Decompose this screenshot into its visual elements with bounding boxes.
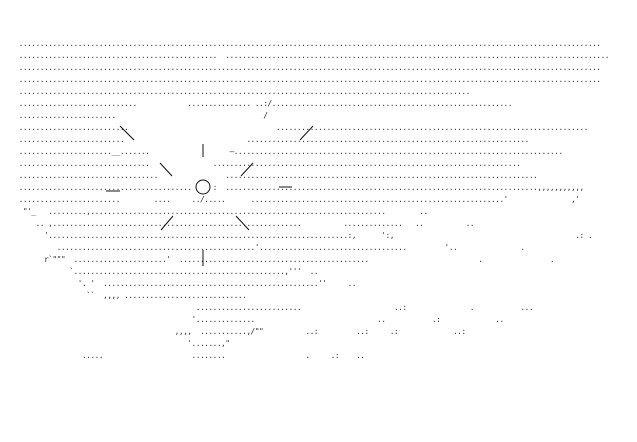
ascii-art-line: '.............. .. .: .. — [6, 315, 505, 324]
ascii-art-line: `` ,,,, ............................. — [6, 291, 247, 300]
ascii-art-line: '.......................................… — [6, 231, 593, 240]
ascii-art-line: ................................. ......… — [6, 171, 538, 180]
ascii-art-line: ,,,, ...........,/"" ..: ..: .: ..: — [6, 327, 467, 336]
ascii-art-line: "'_ .........,..........................… — [6, 207, 428, 216]
ascii-art-line: .. ,....................................… — [6, 219, 475, 228]
ascii-art-line: ........................................… — [6, 75, 601, 84]
ascii-art-line: ........................................… — [6, 39, 601, 48]
ascii-art-text: ........................................… — [6, 38, 631, 434]
ascii-art-line: ........................ .... ../..... .… — [6, 195, 580, 204]
ascii-art-line: ........................................… — [6, 243, 526, 252]
sun-ray-top-left — [159, 162, 173, 177]
sun-ray-far-top-right — [299, 125, 314, 141]
sun-ray-top-right — [240, 162, 254, 177]
ascii-art-line: '. ' ...................................… — [6, 279, 357, 288]
ascii-art-line: ........................................… — [6, 87, 471, 96]
sun-core-circle — [195, 179, 211, 195]
ascii-art-line: ......................__....... —.......… — [6, 147, 564, 156]
ascii-art-line: ........................................… — [6, 63, 601, 72]
ascii-art-line: ........................................… — [6, 183, 585, 192]
ascii-art-line: ......................... ..: . ... — [6, 303, 534, 312]
ascii-art-line: r`""" ......................' ..........… — [6, 255, 555, 264]
ascii-art-line: `.......................................… — [6, 267, 319, 276]
ascii-art-line: ......................... ..............… — [6, 135, 530, 144]
ascii-art-line: ....................... / — [6, 111, 268, 120]
ascii-art-line: ........................................… — [6, 51, 610, 60]
ascii-art-line: ............................ ...........… — [6, 99, 513, 108]
ascii-art-line: '.......," — [6, 339, 230, 348]
sun-ray-far-top-left — [119, 125, 135, 141]
ascii-art-line: ..... ........ . .: .. — [6, 351, 365, 360]
sun-ray-bottom-right — [235, 215, 250, 231]
sun-ray-bottom-left — [160, 215, 174, 231]
ascii-art-line: .......................... .............… — [6, 123, 589, 132]
ascii-art-line: ............................... ........… — [6, 159, 521, 168]
